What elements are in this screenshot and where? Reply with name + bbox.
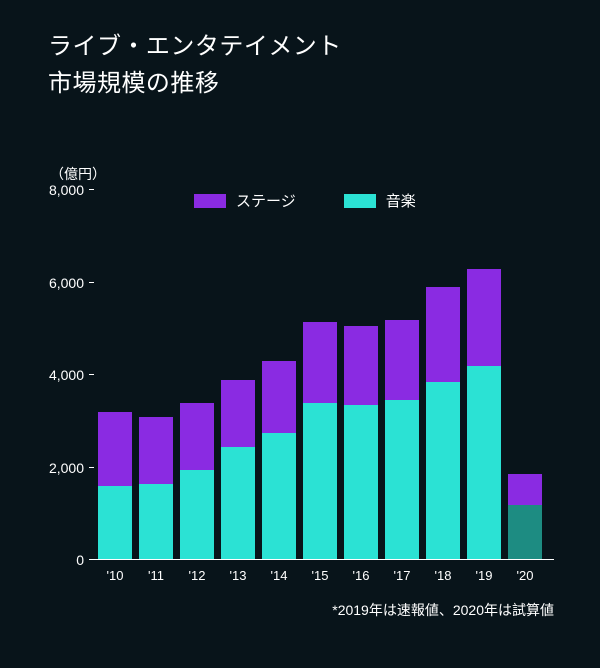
bar-chart: '10'11'12'13'14'15'16'17'18'19'20 02,000… xyxy=(94,190,554,560)
bar-segment-stage xyxy=(262,361,296,433)
bar-segment-stage xyxy=(139,417,173,484)
x-tick-label: '19 xyxy=(467,568,501,583)
x-axis-baseline xyxy=(94,559,554,560)
bar-segment-music xyxy=(467,366,501,560)
y-tick-mark xyxy=(89,467,94,468)
x-tick-label: '12 xyxy=(180,568,214,583)
bar-segment-music xyxy=(180,470,214,560)
x-tick-label: '16 xyxy=(344,568,378,583)
y-tick-label: 4,000 xyxy=(24,367,84,383)
chart-footnote: *2019年は速報値、2020年は試算値 xyxy=(332,600,554,620)
bar-segment-stage xyxy=(385,320,419,401)
bar-segment-stage xyxy=(467,269,501,366)
y-tick-mark xyxy=(89,282,94,283)
bar-segment-music xyxy=(98,486,132,560)
bar-segment-stage xyxy=(303,322,337,403)
y-tick-label: 6,000 xyxy=(24,275,84,291)
x-tick-label: '20 xyxy=(508,568,542,583)
bar-segment-stage xyxy=(180,403,214,470)
bar-segment-stage xyxy=(508,474,542,504)
title-line-1: ライブ・エンタテイメント xyxy=(48,33,342,60)
x-tick-label: '11 xyxy=(139,568,173,583)
bar-segment-music xyxy=(385,400,419,560)
bar-segment-stage xyxy=(221,380,255,447)
bar-segment-music xyxy=(344,405,378,560)
bar-segment-music xyxy=(426,382,460,560)
x-tick-label: '17 xyxy=(385,568,419,583)
bar-segment-music xyxy=(303,403,337,560)
x-tick-label: '18 xyxy=(426,568,460,583)
x-tick-label: '13 xyxy=(221,568,255,583)
y-tick-mark xyxy=(89,189,94,190)
chart-title: ライブ・エンタテイメント 市場規模の推移 xyxy=(48,28,342,102)
bar-segment-stage xyxy=(426,287,460,382)
y-axis-unit: （億円） xyxy=(50,164,106,184)
title-line-2: 市場規模の推移 xyxy=(48,70,219,97)
x-tick-label: '15 xyxy=(303,568,337,583)
y-tick-label: 0 xyxy=(24,552,84,568)
bars-layer: '10'11'12'13'14'15'16'17'18'19'20 xyxy=(94,190,554,560)
y-tick-mark xyxy=(89,374,94,375)
bar-segment-music xyxy=(221,447,255,560)
y-tick-label: 8,000 xyxy=(24,182,84,198)
y-tick-label: 2,000 xyxy=(24,460,84,476)
bar-segment-music xyxy=(262,433,296,560)
x-tick-label: '14 xyxy=(262,568,296,583)
bar-segment-music xyxy=(508,505,542,561)
bar-segment-stage xyxy=(98,412,132,486)
bar-segment-stage xyxy=(344,326,378,405)
x-tick-label: '10 xyxy=(98,568,132,583)
bar-segment-music xyxy=(139,484,173,560)
y-tick-mark xyxy=(89,559,94,560)
page-root: ライブ・エンタテイメント 市場規模の推移 （億円） ステージ 音楽 '10'11… xyxy=(0,0,600,668)
